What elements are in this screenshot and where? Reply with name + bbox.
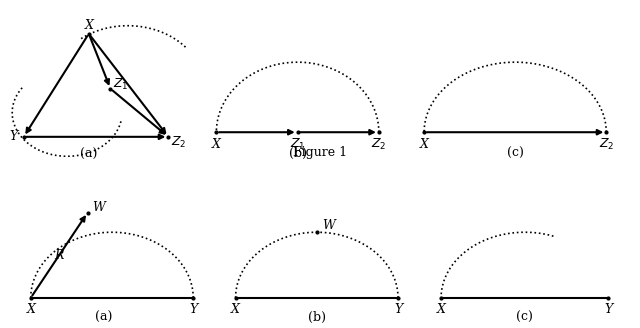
Text: (b): (b) (308, 311, 326, 324)
Text: W: W (93, 201, 106, 214)
Text: Y: Y (10, 130, 18, 143)
Text: W: W (322, 219, 335, 232)
Text: Y: Y (604, 303, 612, 316)
Text: $Z_1$: $Z_1$ (113, 76, 129, 92)
Text: (a): (a) (95, 311, 113, 324)
Text: (a): (a) (80, 148, 97, 160)
Text: X: X (420, 138, 429, 151)
Text: X: X (436, 303, 445, 316)
Text: Y: Y (394, 303, 402, 316)
Text: R: R (54, 249, 63, 262)
Text: $Z_2$: $Z_2$ (371, 137, 387, 153)
Text: (c): (c) (516, 311, 533, 324)
Text: Figure 1: Figure 1 (293, 146, 347, 159)
Text: $Z_1$: $Z_1$ (290, 137, 305, 153)
Text: X: X (231, 303, 240, 316)
Text: X: X (84, 19, 93, 32)
Text: (b): (b) (289, 147, 307, 160)
Text: X: X (212, 138, 221, 151)
Text: X: X (26, 303, 35, 316)
Text: $Z_2$: $Z_2$ (171, 135, 186, 150)
Text: (c): (c) (507, 147, 524, 160)
Text: $Z_2$: $Z_2$ (598, 137, 614, 153)
Text: Y: Y (189, 303, 197, 316)
